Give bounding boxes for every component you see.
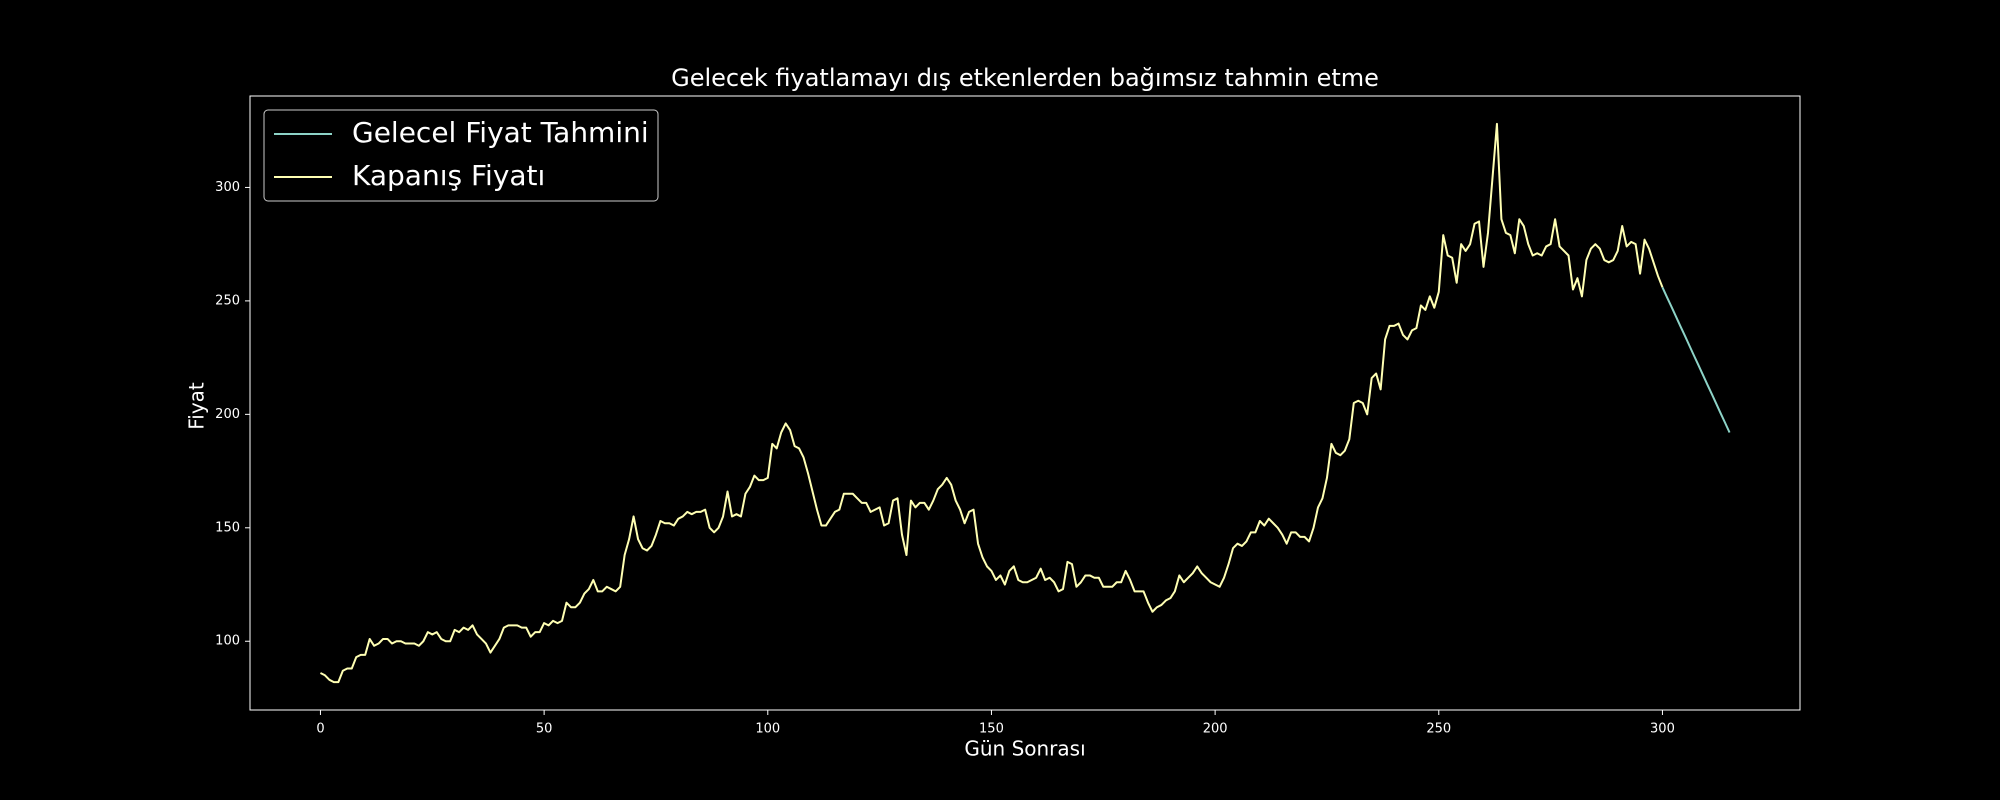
x-axis-label: Gün Sonrası: [964, 737, 1085, 761]
x-tick-label: 150: [979, 722, 1004, 737]
x-tick-label: 50: [536, 722, 553, 737]
series-line: [319, 122, 1664, 684]
legend-label: Gelecel Fiyat Tahmini: [352, 116, 649, 149]
series-line: [1661, 286, 1731, 433]
y-tick-label: 100: [215, 634, 240, 649]
x-tick-label: 100: [755, 722, 780, 737]
y-tick-label: 200: [215, 407, 240, 422]
x-tick-label: 250: [1426, 722, 1451, 737]
y-tick-label: 250: [215, 293, 240, 308]
legend-label: Kapanış Fiyatı: [352, 159, 545, 192]
x-tick-label: 200: [1203, 722, 1228, 737]
y-tick-label: 300: [215, 180, 240, 195]
y-tick-label: 150: [215, 520, 240, 535]
x-tick-label: 300: [1650, 722, 1675, 737]
plot-frame: [249, 95, 1801, 711]
y-axis-label: Fiyat: [185, 382, 209, 430]
legend-box: [263, 109, 659, 202]
x-tick-label: 0: [316, 722, 324, 737]
chart-title: Gelecek fiyatlamayı dış etkenlerden bağı…: [671, 64, 1379, 92]
